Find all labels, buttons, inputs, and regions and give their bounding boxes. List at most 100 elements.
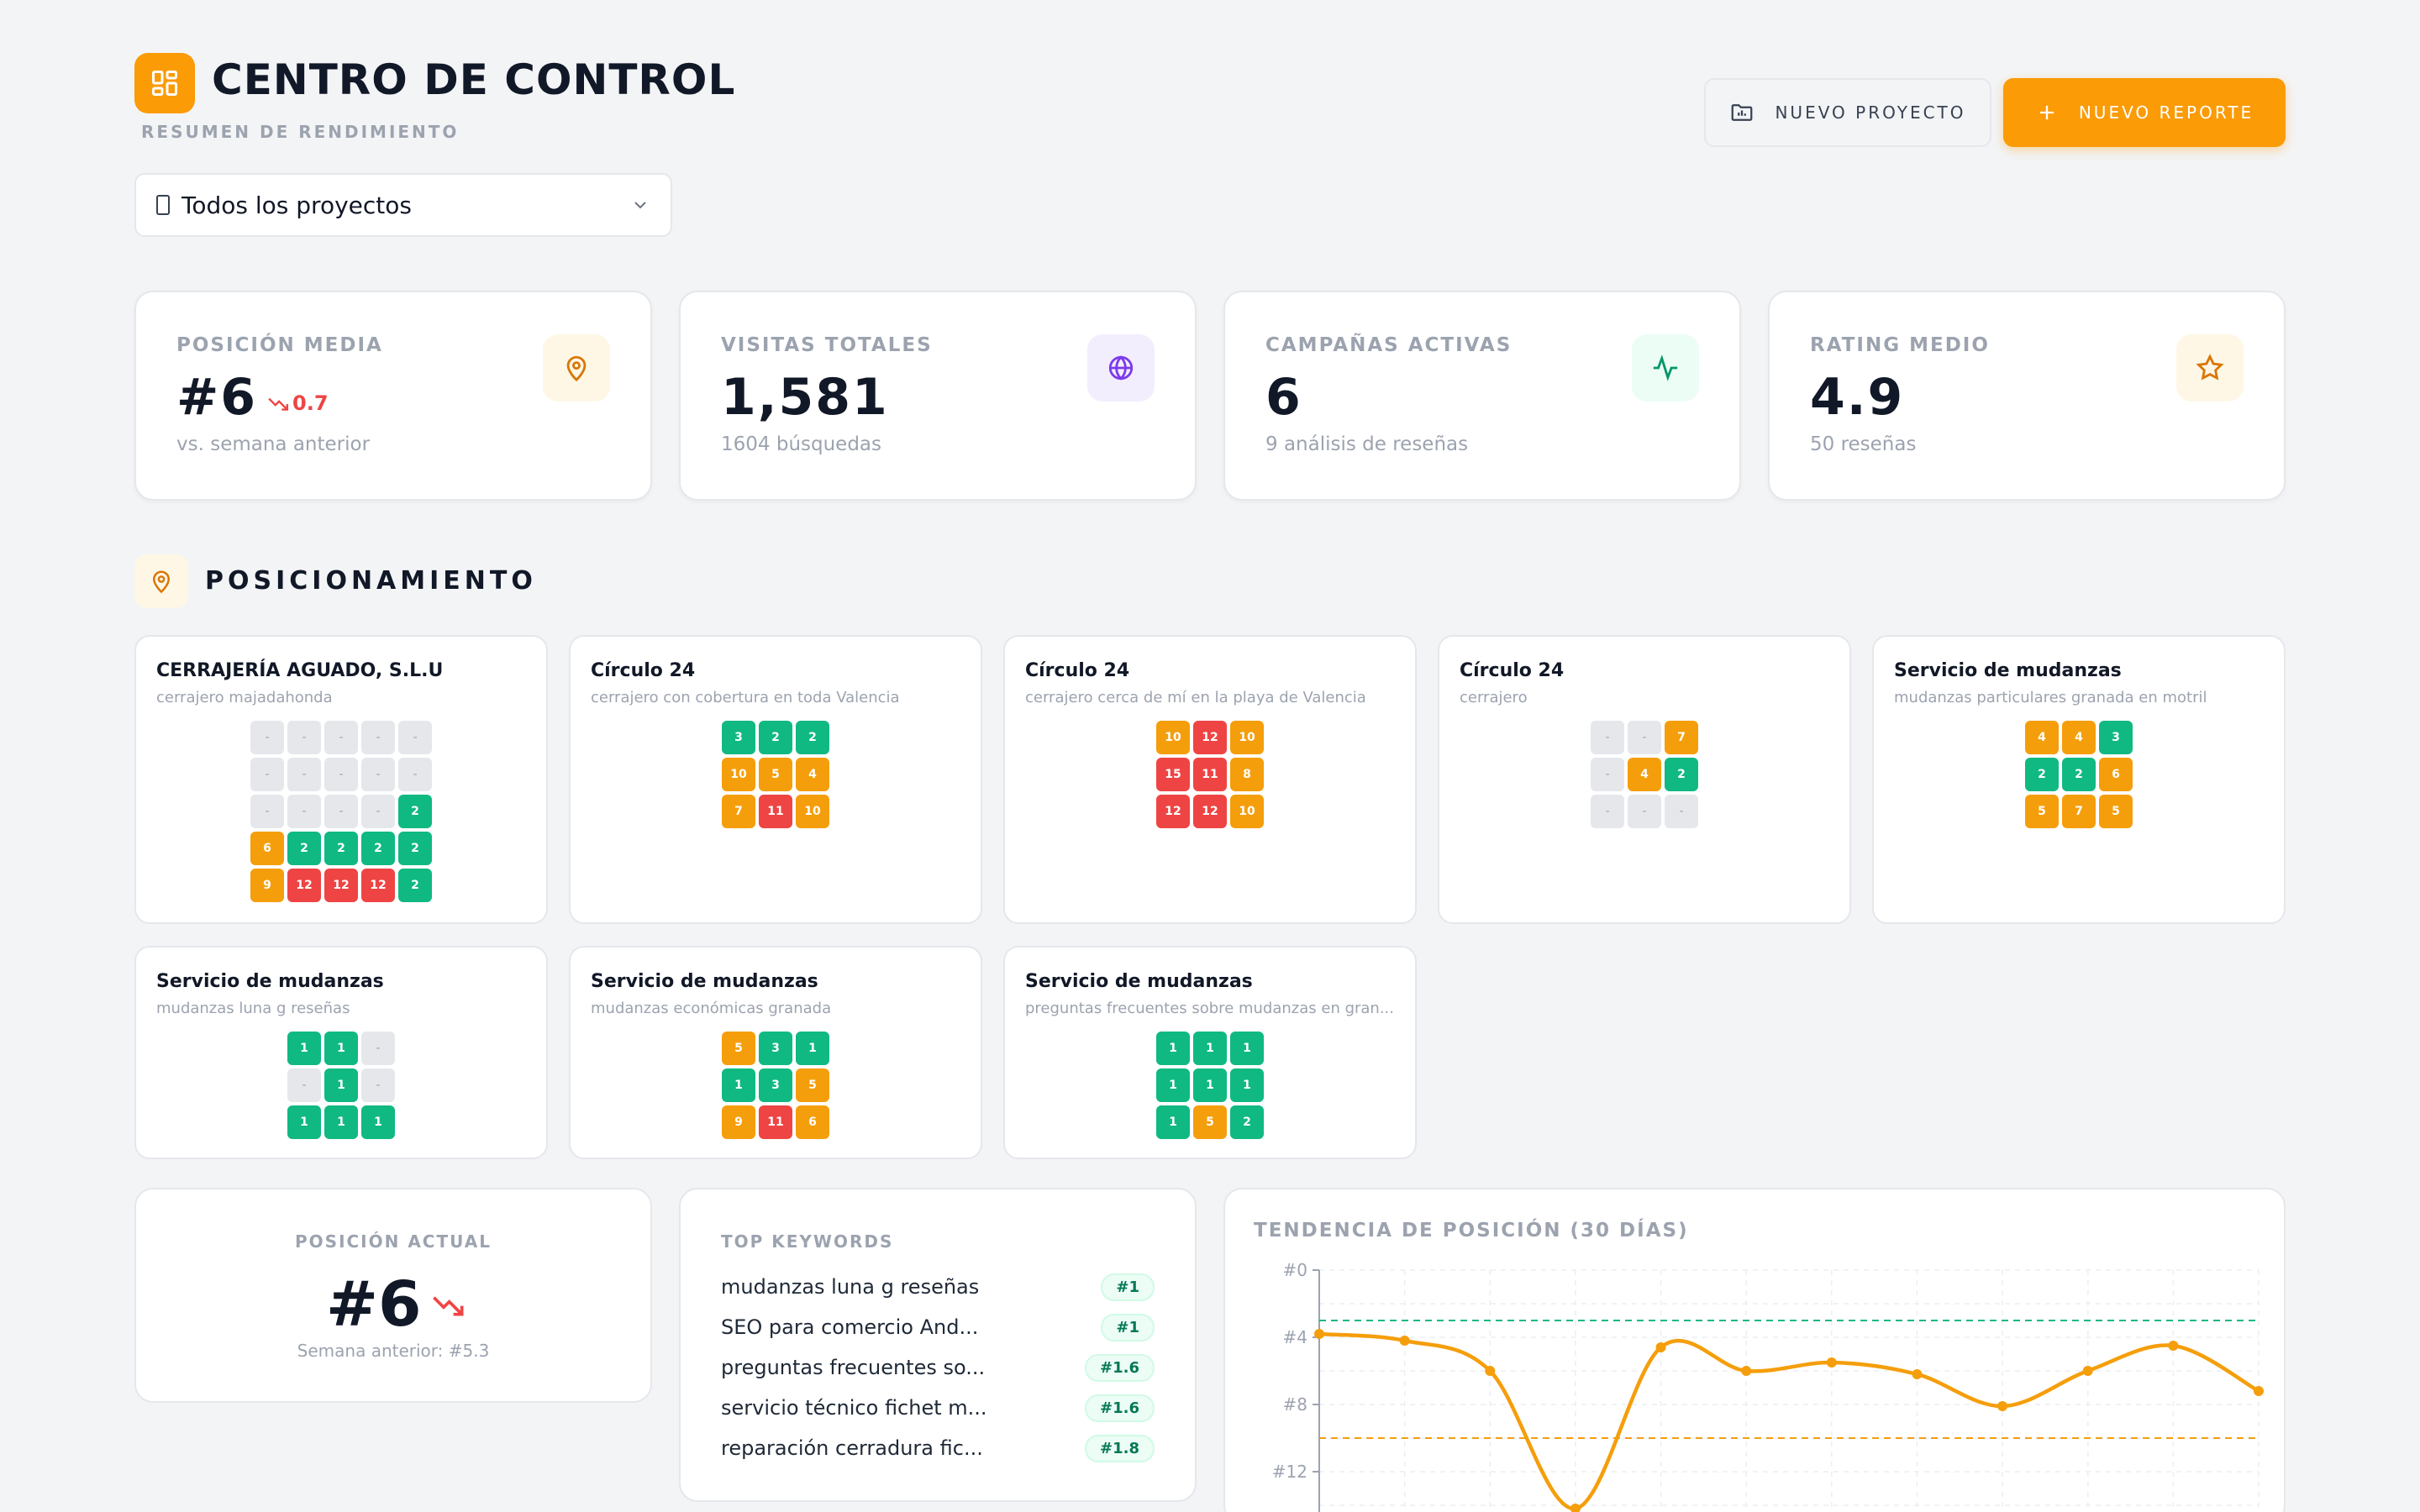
section-icon-box bbox=[134, 554, 188, 608]
rank-cell: 15 bbox=[1156, 758, 1190, 791]
rank-cell: - bbox=[250, 721, 284, 754]
keyword-rank-badge: #1.6 bbox=[1085, 1394, 1155, 1422]
rank-cell: - bbox=[361, 795, 395, 828]
rank-cell: 1 bbox=[1193, 1032, 1227, 1065]
grid-card[interactable]: Servicio de mudanzas mudanzas económicas… bbox=[569, 946, 982, 1159]
rank-cell: 2 bbox=[398, 832, 432, 865]
grid-card[interactable]: Círculo 24 cerrajero cerca de mí en la p… bbox=[1003, 635, 1417, 924]
rank-grid-row: ----- bbox=[250, 758, 432, 791]
rank-cell: - bbox=[250, 795, 284, 828]
rank-cell: 3 bbox=[759, 1068, 792, 1102]
keyword-row[interactable]: reparación cerradura fic... #1.8 bbox=[721, 1428, 1155, 1468]
dashboard-icon bbox=[152, 71, 177, 96]
rank-cell: 5 bbox=[759, 758, 792, 791]
keyword-rank-badge: #1.8 bbox=[1085, 1434, 1155, 1462]
rank-grid-row: --- bbox=[1591, 795, 1698, 828]
rank-grid-row: ----2 bbox=[250, 795, 432, 828]
keyword-row[interactable]: servicio técnico fichet m... #1.6 bbox=[721, 1388, 1155, 1428]
activity-icon bbox=[1653, 354, 1678, 381]
kpi-subtext: vs. semana anterior bbox=[176, 433, 371, 455]
new-report-label: NUEVO REPORTE bbox=[2078, 102, 2254, 123]
new-project-button[interactable]: NUEVO PROYECTO bbox=[1704, 78, 1991, 147]
rank-cell: 1 bbox=[722, 1068, 755, 1102]
rank-cell: 12 bbox=[287, 869, 321, 902]
kpi-average-rating: RATING MEDIO 4.9 50 reseñas bbox=[1768, 291, 2286, 501]
keyword-row[interactable]: SEO para comercio And... #1 bbox=[721, 1307, 1155, 1347]
current-position-value: #6 bbox=[326, 1268, 422, 1341]
project-select[interactable]: Todos los proyectos bbox=[134, 173, 672, 237]
kpi-label: POSICIÓN MEDIA bbox=[176, 334, 383, 356]
new-project-label: NUEVO PROYECTO bbox=[1775, 102, 1966, 123]
kpi-value: 6 bbox=[1265, 368, 1302, 427]
top-keywords-label: TOP KEYWORDS bbox=[721, 1231, 894, 1252]
rank-grid-row: --7 bbox=[1591, 721, 1698, 754]
new-report-button[interactable]: NUEVO REPORTE bbox=[2003, 78, 2286, 147]
rank-cell: 10 bbox=[1156, 721, 1190, 754]
rank-cell: 2 bbox=[287, 832, 321, 865]
grid-card-name: Servicio de mudanzas bbox=[1025, 971, 1253, 992]
rank-cell: 12 bbox=[324, 869, 358, 902]
rank-cell: 1 bbox=[324, 1068, 358, 1102]
project-glyph-icon bbox=[156, 195, 170, 215]
grid-card-name: Círculo 24 bbox=[591, 660, 696, 681]
rank-cell: 2 bbox=[2062, 758, 2096, 791]
rank-cell: 9 bbox=[722, 1105, 755, 1139]
grid-card[interactable]: Servicio de mudanzas preguntas frecuente… bbox=[1003, 946, 1417, 1159]
rank-cell: 4 bbox=[796, 758, 829, 791]
plus-icon bbox=[2039, 105, 2054, 120]
grid-card-name: Círculo 24 bbox=[1025, 660, 1130, 681]
keyword-row[interactable]: preguntas frecuentes so... #1.6 bbox=[721, 1347, 1155, 1388]
keyword-rank-badge: #1 bbox=[1101, 1273, 1155, 1301]
rank-cell: - bbox=[361, 721, 395, 754]
rank-cell: 12 bbox=[361, 869, 395, 902]
rank-cell: 10 bbox=[1230, 795, 1264, 828]
rank-cell: 9 bbox=[250, 869, 284, 902]
rank-cell: 2 bbox=[2025, 758, 2059, 791]
rank-cell: 1 bbox=[361, 1105, 395, 1139]
keyword-text: preguntas frecuentes so... bbox=[721, 1356, 986, 1379]
rank-cell: - bbox=[287, 1068, 321, 1102]
rank-cell: 2 bbox=[324, 832, 358, 865]
grid-card-name: Servicio de mudanzas bbox=[156, 971, 384, 992]
rank-cell: - bbox=[1591, 795, 1624, 828]
trend-point bbox=[1399, 1336, 1410, 1346]
top-keywords-card: TOP KEYWORDS mudanzas luna g reseñas #1 … bbox=[679, 1188, 1197, 1502]
kpi-total-visits: VISITAS TOTALES 1,581 1604 búsquedas bbox=[679, 291, 1197, 501]
trend-point bbox=[2168, 1341, 2179, 1351]
kpi-delta: 0.7 bbox=[267, 391, 329, 415]
rank-cell: 2 bbox=[759, 721, 792, 754]
grid-card-name: CERRAJERÍA AGUADO, S.L.U bbox=[156, 660, 444, 681]
grid-card[interactable]: Servicio de mudanzas mudanzas luna g res… bbox=[134, 946, 548, 1159]
trend-point bbox=[1485, 1366, 1496, 1376]
keyword-row[interactable]: mudanzas luna g reseñas #1 bbox=[721, 1267, 1155, 1307]
y-tick-label: #4 bbox=[1283, 1327, 1307, 1347]
rank-cell: 1 bbox=[1156, 1105, 1190, 1139]
grid-card-name: Servicio de mudanzas bbox=[1894, 660, 2122, 681]
map-pin-icon bbox=[152, 570, 171, 594]
rank-cell: 12 bbox=[1193, 721, 1227, 754]
grid-card[interactable]: CERRAJERÍA AGUADO, S.L.U cerrajero majad… bbox=[134, 635, 548, 924]
kpi-label: CAMPAÑAS ACTIVAS bbox=[1265, 334, 1512, 356]
rank-grid-row: 9 12 12 12 2 bbox=[250, 869, 432, 902]
position-trend-chart: #0 #4 #8 #12 bbox=[1272, 1260, 2264, 1512]
grid-card[interactable]: Servicio de mudanzas mudanzas particular… bbox=[1872, 635, 2286, 924]
rank-cell: 2 bbox=[361, 832, 395, 865]
kpi-value: #6 bbox=[176, 368, 258, 427]
rank-grid-row: 10 12 10 bbox=[1156, 721, 1264, 754]
grid-card[interactable]: Círculo 24 cerrajero con cobertura en to… bbox=[569, 635, 982, 924]
kpi-value: 1,581 bbox=[721, 368, 889, 427]
rank-cell: 11 bbox=[759, 795, 792, 828]
rank-cell: - bbox=[361, 1068, 395, 1102]
rank-cell: 5 bbox=[796, 1068, 829, 1102]
rank-grid-row: ----- bbox=[250, 721, 432, 754]
